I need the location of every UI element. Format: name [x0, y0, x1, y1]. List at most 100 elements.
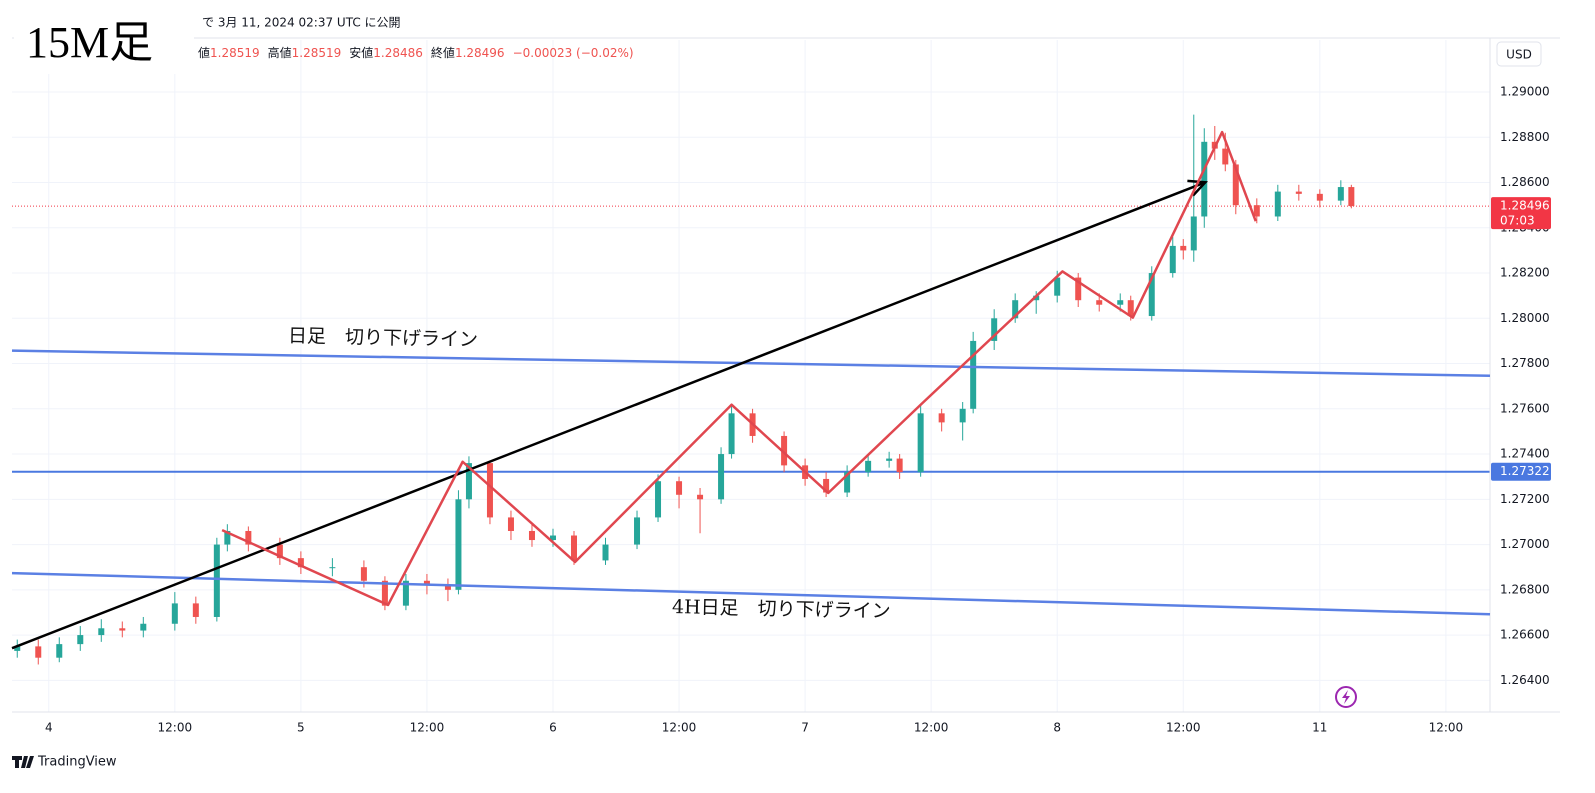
trendline: [11, 181, 1206, 650]
candle-body: [896, 458, 903, 473]
y-tick-label: 1.27800: [1500, 356, 1550, 370]
candle-body: [1033, 295, 1040, 301]
labels: 日足 切り下げライン 4H日足 切り下げライン: [288, 325, 891, 623]
y-tick-label: 1.26800: [1500, 582, 1550, 596]
ohlc-value: 1.28486: [373, 46, 423, 60]
x-tick-label: 12:00: [1429, 721, 1464, 735]
candle-body: [697, 494, 704, 500]
candle-body: [1337, 187, 1344, 201]
candle-body: [35, 646, 42, 658]
candle-body: [1054, 277, 1061, 296]
candle-body: [507, 517, 514, 531]
candle-body: [1096, 300, 1103, 305]
grid: [12, 40, 1490, 712]
candle-body: [823, 478, 830, 493]
candle-body: [917, 413, 924, 473]
x-tick-label: 7: [801, 721, 809, 735]
candle-body: [1012, 300, 1019, 319]
ohlc-value: 1.28519: [292, 46, 342, 60]
candle-body: [718, 454, 725, 500]
candle-body: [77, 635, 84, 645]
header: 15M足 で 3月 11, 2024 02:37 UTC に公開 値1.2851…: [14, 16, 634, 74]
candle-body: [381, 580, 388, 606]
candle-body: [844, 472, 851, 493]
title-backdrop: [14, 18, 194, 74]
x-tick-label: 12:00: [662, 721, 697, 735]
y-tick-label: 1.28800: [1500, 130, 1550, 144]
candle-body: [192, 603, 199, 617]
brand-name: TradingView: [37, 755, 117, 770]
last-price-label: 1.28496: [1500, 199, 1550, 213]
candle-body: [634, 517, 641, 545]
last-price-box: [1491, 197, 1551, 230]
currency-box[interactable]: [1496, 41, 1542, 67]
candle-body: [402, 580, 409, 606]
annotation: 4H日足 切り下げライン: [672, 596, 891, 623]
candle-body: [119, 628, 126, 631]
candle-body: [56, 644, 63, 658]
ohlc-label: 安値: [349, 45, 373, 60]
x-tick-label: 8: [1053, 721, 1061, 735]
candle-body: [1169, 245, 1176, 274]
y-tick-label: 1.27200: [1500, 492, 1550, 506]
candle-body: [676, 481, 683, 495]
candle-body: [213, 544, 220, 617]
candle-body: [98, 628, 105, 636]
candle-body: [140, 623, 147, 631]
y-tick-label: 1.27400: [1500, 447, 1550, 461]
candle-body: [1190, 216, 1197, 251]
ohlc-value: 1.28496: [455, 46, 505, 60]
candle-body: [655, 481, 662, 518]
lightning-icon[interactable]: [1335, 686, 1357, 708]
axes: USD 1.26400 1.26600 1.26800 1.27000 1.27200 1…: [12, 37, 1560, 735]
icon-circle: [1335, 686, 1357, 708]
candle-body: [1201, 141, 1208, 217]
candle-body: [602, 544, 609, 561]
candle-body: [276, 544, 283, 559]
brand-logo: [12, 756, 34, 768]
candle-body: [360, 567, 367, 581]
candle-body: [1148, 273, 1155, 317]
candle-body: [970, 340, 977, 409]
horizontal-line-label: 1.27322: [1500, 464, 1550, 478]
candle-body: [781, 435, 788, 466]
annotation: 日足 切り下げライン: [288, 325, 478, 351]
x-tick-label: 11: [1312, 721, 1327, 735]
brand: TradingView: [12, 755, 117, 770]
x-tick-label: 6: [549, 721, 557, 735]
y-tick-label: 1.28200: [1500, 266, 1550, 280]
candle-body: [224, 530, 231, 545]
candle-body: [728, 413, 735, 455]
trendline: [221, 130, 1257, 607]
trendlines: [11, 130, 1491, 650]
x-tick-label: 12:00: [914, 721, 949, 735]
candle-body: [886, 458, 893, 461]
published: で 3月 11, 2024 02:37 UTC に公開: [202, 16, 401, 30]
trendline: [11, 349, 1491, 378]
currency: USD: [1506, 48, 1532, 62]
chart-title: 15M足: [26, 18, 153, 67]
candle-body: [1232, 164, 1239, 206]
candle-body: [1295, 191, 1302, 194]
y-tick-label: 1.26400: [1500, 673, 1550, 687]
candle-body: [549, 535, 556, 541]
x-tick-label: 4: [45, 721, 53, 735]
candle-body: [570, 535, 577, 561]
candle-body: [465, 463, 472, 500]
y-tick-label: 1.28000: [1500, 311, 1550, 325]
ohlc-label: 終値: [431, 45, 455, 60]
y-tick-label: 1.27000: [1500, 537, 1550, 551]
candle-body: [865, 460, 872, 473]
candle-body: [14, 646, 21, 651]
candle-body: [297, 558, 304, 568]
candle-body: [1274, 191, 1281, 217]
y-tick-label: 1.26600: [1500, 628, 1550, 642]
candle-body: [1316, 193, 1323, 201]
drawings: [12, 205, 1490, 473]
trendline: [11, 571, 1491, 616]
candle-body: [1127, 300, 1134, 317]
candle-body: [991, 318, 998, 341]
x-tick-label: 12:00: [410, 721, 445, 735]
